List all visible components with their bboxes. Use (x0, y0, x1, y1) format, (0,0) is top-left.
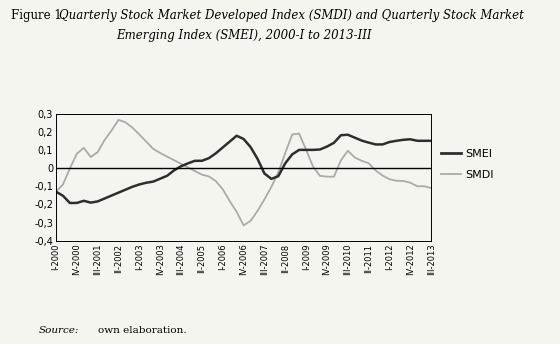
Text: Quarterly Stock Market Developed Index (SMDI) and Quarterly Stock Market: Quarterly Stock Market Developed Index (… (59, 9, 524, 22)
Text: own elaboration.: own elaboration. (98, 326, 186, 335)
Text: Source:: Source: (39, 326, 80, 335)
Legend: SMEI, SMDI: SMEI, SMDI (441, 149, 493, 180)
Text: Figure 1.: Figure 1. (11, 9, 66, 22)
Text: Emerging Index (SMEI), 2000-I to 2013-III: Emerging Index (SMEI), 2000-I to 2013-II… (116, 29, 371, 42)
